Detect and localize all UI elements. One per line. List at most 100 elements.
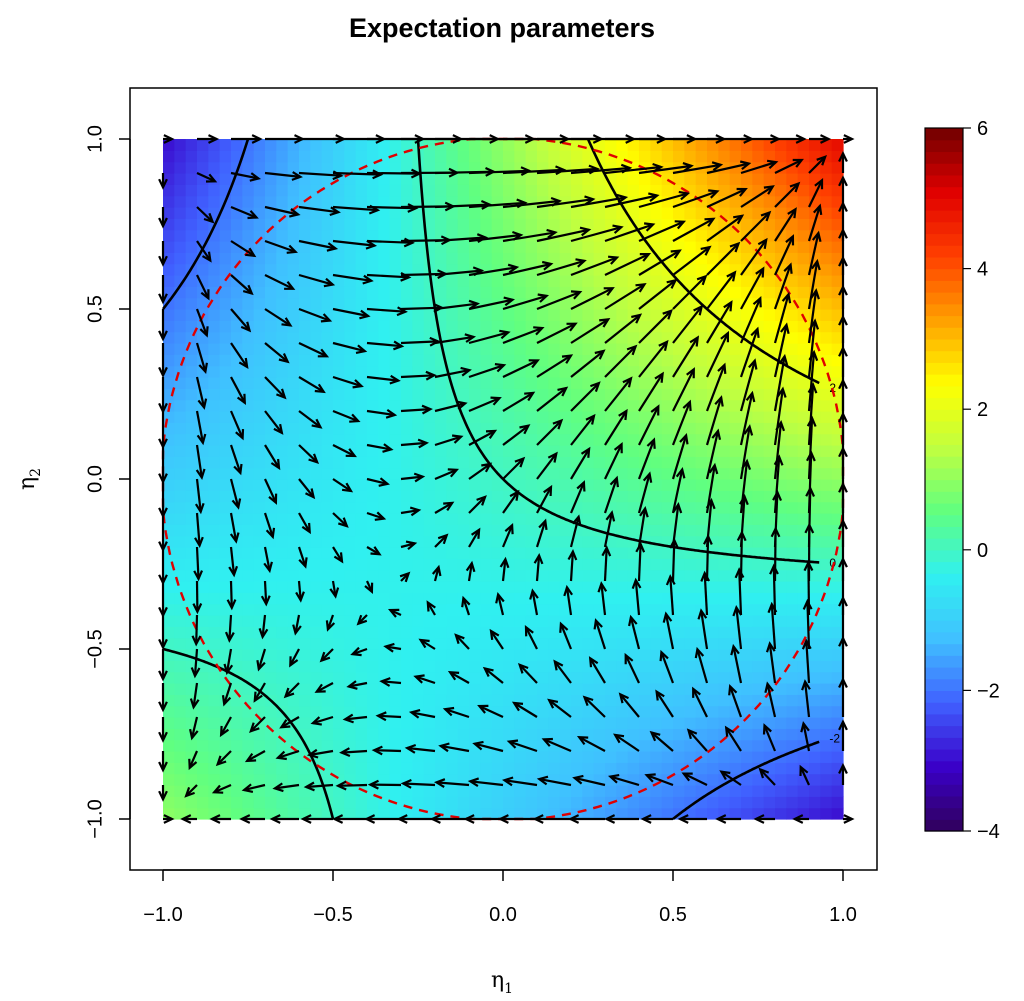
arrow-head (405, 540, 418, 551)
heatmap-cell (673, 150, 685, 163)
heatmap-cell (650, 717, 663, 729)
heatmap-cell (661, 320, 674, 333)
heatmap-cell (548, 649, 561, 661)
arrow-head (714, 395, 724, 407)
heatmap-cell (174, 331, 187, 344)
heatmap-cell (809, 365, 821, 378)
heatmap-cell (480, 343, 493, 355)
heatmap-cell (491, 331, 504, 344)
gradient-arrow (706, 188, 747, 208)
heatmap-cell (729, 229, 742, 242)
heatmap-cell (503, 807, 515, 820)
heatmap-cell (185, 309, 198, 321)
heatmap-cell (650, 705, 663, 718)
heatmap-cell (605, 263, 617, 276)
heatmap-cell (310, 229, 323, 242)
heatmap-cell (344, 422, 357, 435)
heatmap-cell (491, 377, 504, 389)
heatmap-cell (253, 547, 266, 559)
heatmap-cell (378, 739, 391, 752)
heatmap-cell (163, 717, 175, 729)
heatmap-cell (367, 739, 379, 752)
heatmap-cell (741, 728, 753, 741)
heatmap-cell (718, 422, 731, 435)
heatmap-cell (401, 173, 413, 185)
heatmap-cell (514, 785, 527, 797)
heatmap-cell (639, 309, 651, 321)
arrow-head (200, 289, 210, 301)
heatmap-cell (231, 705, 243, 718)
arrow-head (209, 814, 221, 824)
heatmap-cell (378, 161, 391, 174)
heatmap-cell (582, 309, 595, 321)
gradient-arrow (400, 475, 423, 481)
arrow-head (838, 719, 848, 731)
colorbar-swatch (925, 186, 963, 199)
heatmap-cell (616, 683, 629, 695)
heatmap-cell (593, 785, 606, 797)
heatmap-cell (786, 354, 799, 367)
heatmap-cell (571, 139, 583, 151)
heatmap-cell (197, 592, 209, 605)
heatmap-cell (582, 773, 595, 786)
heatmap-cell (650, 762, 663, 775)
heatmap-cell (163, 207, 175, 219)
gradient-arrow (739, 426, 751, 480)
heatmap-cell (344, 297, 357, 310)
heatmap-cell (627, 320, 640, 333)
gradient-arrow (468, 201, 526, 209)
heatmap-cell (525, 524, 538, 537)
heatmap-cell (253, 139, 266, 151)
heatmap-cell (707, 411, 719, 423)
heatmap-cell (729, 524, 742, 537)
arrow-head (686, 367, 695, 379)
heatmap-cell (729, 558, 742, 571)
heatmap-cell (355, 445, 368, 457)
heatmap-cell (299, 343, 311, 355)
heatmap-cell (582, 331, 595, 344)
heatmap-cell (423, 241, 436, 253)
gradient-arrow (720, 770, 742, 786)
colorbar-swatch (925, 303, 963, 317)
heatmap-cell (242, 524, 255, 537)
heatmap-cell (219, 161, 232, 174)
heatmap-cell (593, 660, 606, 673)
arrow-head (599, 318, 611, 328)
heatmap-cell (174, 309, 187, 321)
heatmap-cell (695, 581, 708, 593)
heatmap-cell (525, 173, 538, 185)
heatmap-cell (321, 524, 334, 537)
heatmap-cell (321, 547, 334, 559)
gradient-arrow (634, 580, 641, 616)
heatmap-cell (809, 479, 821, 491)
heatmap-cell (208, 637, 221, 650)
heatmap-cell (446, 241, 459, 253)
heatmap-cell (752, 388, 765, 401)
heatmap-cell (219, 297, 232, 310)
heatmap-cell (684, 660, 697, 673)
heatmap-cell (582, 377, 595, 389)
heatmap-cell (559, 785, 572, 797)
heatmap-cell (389, 626, 402, 639)
y-tick-label: 0.0 (84, 465, 106, 493)
heatmap-cell (401, 513, 413, 525)
heatmap-cell (514, 671, 527, 684)
heatmap-cell (435, 150, 447, 163)
heatmap-cell (797, 807, 810, 820)
heatmap-cell (525, 207, 538, 219)
arrow-head (413, 472, 426, 483)
heatmap-cell (310, 558, 323, 571)
gradient-arrow (706, 162, 750, 175)
y-tick-label: 0.5 (84, 295, 106, 323)
heatmap-cell (163, 150, 175, 163)
heatmap-cell (786, 751, 799, 763)
heatmap-cell (276, 161, 289, 174)
heatmap-cell (491, 739, 504, 752)
heatmap-cell (367, 671, 379, 684)
heatmap-cell (559, 479, 572, 491)
heatmap-cell (185, 773, 198, 786)
heatmap-cell (525, 649, 538, 661)
arrow-head (158, 217, 168, 229)
arrow-head (811, 258, 821, 271)
heatmap-cell (378, 139, 391, 151)
